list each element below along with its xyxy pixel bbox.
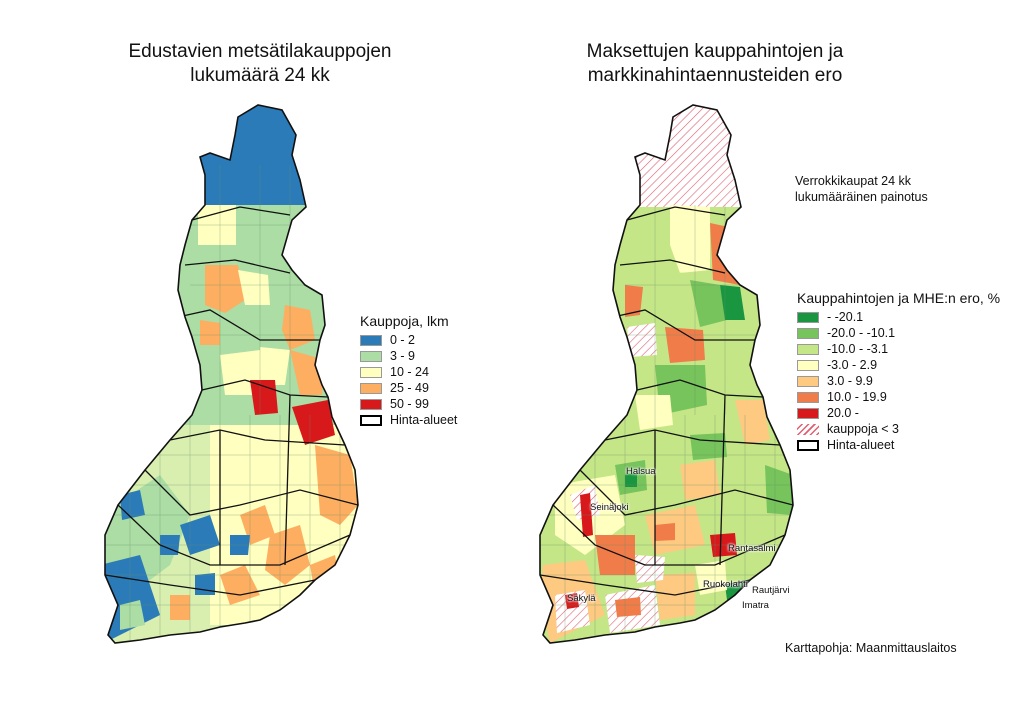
right-legend-swatch-0 (797, 311, 819, 323)
right-legend-row-0: - -20.1 (797, 309, 1000, 325)
right-legend-label-outline: Hinta-alueet (827, 438, 895, 452)
right-legend-label-4: 3.0 - 9.9 (827, 374, 873, 388)
place-label-seinajoki: Seinäjoki (590, 502, 629, 513)
right-legend-label-hatch: kauppoja < 3 (827, 422, 899, 436)
left-title-line1: Edustavien metsätilakauppojen (128, 41, 392, 62)
right-legend-label-2: -10.0 - -3.1 (827, 342, 889, 356)
right-legend-swatch-4 (797, 375, 819, 387)
left-legend-label-0: 0 - 2 (390, 333, 416, 347)
left-legend-swatch-0 (360, 334, 382, 346)
right-legend-row-hatch: kauppoja < 3 (797, 421, 1000, 437)
left-legend-row-2: 10 - 24 (360, 364, 457, 380)
right-legend-row-3: -3.0 - 2.9 (797, 357, 1000, 373)
left-title-line2: lukumäärä 24 kk (190, 65, 330, 86)
right-legend-swatch-2 (797, 343, 819, 355)
right-legend-label-3: -3.0 - 2.9 (827, 358, 878, 372)
right-title-line1: Maksettujen kauppahintojen ja (586, 41, 844, 62)
left-legend-row-0: 0 - 2 (360, 332, 457, 348)
right-legend-swatch-1 (797, 327, 819, 339)
left-legend-swatch-3 (360, 382, 382, 394)
right-legend-swatch-3 (797, 359, 819, 371)
left-legend-label-1: 3 - 9 (390, 349, 416, 363)
right-legend-row-2: -10.0 - -3.1 (797, 341, 1000, 357)
map-credit: Karttapohja: Maanmittauslaitos (785, 641, 957, 655)
left-legend-row-4: 50 - 99 (360, 396, 457, 412)
left-choropleth-map (104, 104, 359, 644)
left-legend-title: Kauppoja, lkm (360, 313, 449, 329)
left-map-title: Edustavien metsätilakauppojen lukumäärä … (100, 40, 420, 88)
right-legend-row-6: 20.0 - (797, 405, 1000, 421)
right-legend-swatch-6 (797, 407, 819, 419)
place-label-imatra: Imatra (742, 600, 769, 611)
left-legend-swatch-outline (360, 414, 382, 426)
right-legend-swatch-hatch (797, 423, 819, 435)
right-legend-label-0: - -20.1 (827, 310, 864, 324)
left-legend-label-2: 10 - 24 (390, 365, 429, 379)
right-choropleth-map (539, 104, 794, 644)
left-legend-row-1: 3 - 9 (360, 348, 457, 364)
right-legend-title: Kauppahintojen ja MHE:n ero, % (797, 290, 1001, 306)
left-legend-row-outline: Hinta-alueet (360, 412, 457, 428)
left-legend-label-3: 25 - 49 (390, 381, 429, 395)
right-legend-swatch-outline (797, 439, 819, 451)
right-legend-row-5: 10.0 - 19.9 (797, 389, 1000, 405)
right-map-title: Maksettujen kauppahintojen ja markkinahi… (555, 40, 875, 88)
left-legend-label-outline: Hinta-alueet (390, 413, 458, 427)
right-note-line2: lukumääräinen painotus (795, 190, 928, 204)
place-label-ruokolahti: Ruokolahti (703, 579, 748, 590)
place-label-rautjarvi: Rautjärvi (752, 585, 790, 596)
left-legend-label-4: 50 - 99 (390, 397, 429, 411)
left-legend-swatch-1 (360, 350, 382, 362)
right-legend-swatch-5 (797, 391, 819, 403)
right-legend-label-1: -20.0 - -10.1 (827, 326, 896, 340)
left-map-legend: Kauppoja, lkm 0 - 2 3 - 9 10 - 24 25 - 4… (360, 313, 457, 428)
place-label-rantasalmi: Rantasalmi (728, 543, 776, 554)
right-legend-row-1: -20.0 - -10.1 (797, 325, 1000, 341)
left-legend-swatch-2 (360, 366, 382, 378)
left-legend-swatch-4 (360, 398, 382, 410)
right-map-note: Verrokkikaupat 24 kk lukumääräinen paino… (795, 173, 995, 205)
right-title-line2: markkinahintaennusteiden ero (587, 65, 843, 86)
left-legend-row-3: 25 - 49 (360, 380, 457, 396)
place-label-halsua: Halsua (626, 466, 656, 477)
right-legend-row-outline: Hinta-alueet (797, 437, 1000, 453)
place-label-sakyla: Säkylä (567, 593, 596, 604)
right-legend-label-6: 20.0 - (827, 406, 859, 420)
right-legend-label-5: 10.0 - 19.9 (827, 390, 887, 404)
right-legend-row-4: 3.0 - 9.9 (797, 373, 1000, 389)
right-note-line1: Verrokkikaupat 24 kk (795, 174, 912, 188)
right-map-legend: Kauppahintojen ja MHE:n ero, % - -20.1 -… (797, 290, 1000, 453)
